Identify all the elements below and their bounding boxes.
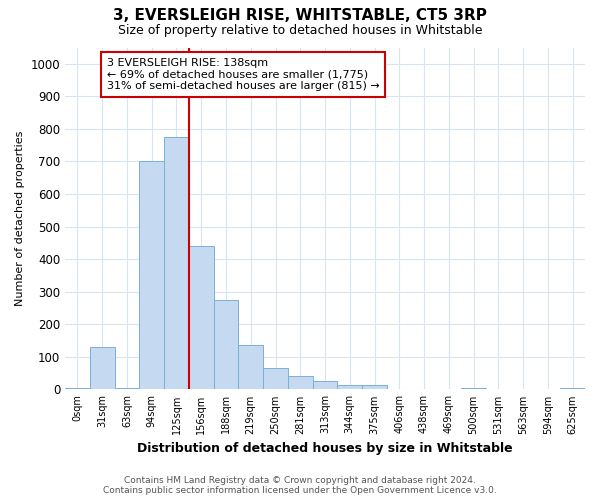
Text: 3, EVERSLEIGH RISE, WHITSTABLE, CT5 3RP: 3, EVERSLEIGH RISE, WHITSTABLE, CT5 3RP bbox=[113, 8, 487, 22]
Bar bbox=[560, 388, 585, 390]
Bar bbox=[362, 384, 387, 390]
Bar bbox=[288, 376, 313, 390]
Text: Size of property relative to detached houses in Whitstable: Size of property relative to detached ho… bbox=[118, 24, 482, 37]
Bar bbox=[263, 368, 288, 390]
Bar bbox=[90, 347, 115, 390]
Bar bbox=[189, 246, 214, 390]
Text: Contains HM Land Registry data © Crown copyright and database right 2024.
Contai: Contains HM Land Registry data © Crown c… bbox=[103, 476, 497, 495]
Bar bbox=[238, 346, 263, 390]
X-axis label: Distribution of detached houses by size in Whitstable: Distribution of detached houses by size … bbox=[137, 442, 513, 455]
Bar bbox=[65, 388, 90, 390]
Bar bbox=[139, 162, 164, 390]
Bar bbox=[461, 388, 486, 390]
Y-axis label: Number of detached properties: Number of detached properties bbox=[15, 131, 25, 306]
Bar bbox=[214, 300, 238, 390]
Bar bbox=[115, 388, 139, 390]
Bar bbox=[337, 384, 362, 390]
Text: 3 EVERSLEIGH RISE: 138sqm
← 69% of detached houses are smaller (1,775)
31% of se: 3 EVERSLEIGH RISE: 138sqm ← 69% of detac… bbox=[107, 58, 379, 91]
Bar bbox=[313, 382, 337, 390]
Bar bbox=[164, 137, 189, 390]
